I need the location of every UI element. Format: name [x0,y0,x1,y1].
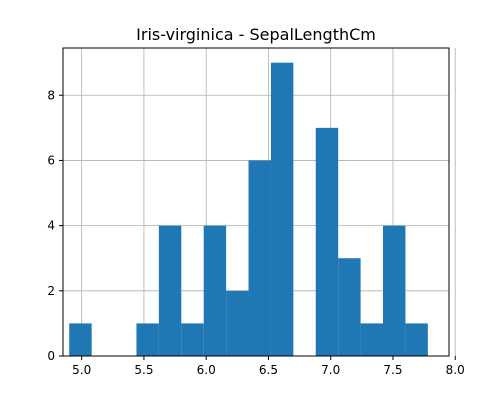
x-tick-label: 7.0 [321,363,340,377]
x-axis-ticks: 5.0 5.5 6.0 6.5 7.0 7.5 8.0 [72,356,465,377]
histogram-bar [226,290,249,356]
histogram-bar [158,225,182,356]
y-tick-label: 6 [47,153,55,167]
histogram-bar [69,323,92,356]
histogram-bar [248,160,271,356]
x-tick-label: 5.0 [72,363,91,377]
y-tick-label: 4 [47,219,55,233]
histogram-bar [315,127,339,356]
histogram-bar [338,258,361,356]
histogram-bar [203,225,227,356]
histogram-bar [136,323,159,356]
chart-title: Iris-virginica - SepalLengthCm [136,25,376,44]
histogram-bar [181,323,204,356]
x-tick-label: 5.5 [134,363,153,377]
y-tick-label: 0 [47,349,55,363]
histogram-bar [270,62,294,357]
y-axis-ticks: 0 2 4 6 8 [47,88,63,363]
x-tick-label: 8.0 [446,363,465,377]
histogram-bar [360,323,384,356]
x-tick-label: 6.5 [259,363,278,377]
bars [69,62,428,357]
x-tick-label: 7.5 [383,363,402,377]
plot-frame [62,47,450,357]
y-tick-label: 8 [47,88,55,102]
y-tick-label: 2 [47,284,55,298]
histogram-bar [405,323,428,356]
histogram-bar [383,225,406,356]
x-tick-label: 6.0 [197,363,216,377]
